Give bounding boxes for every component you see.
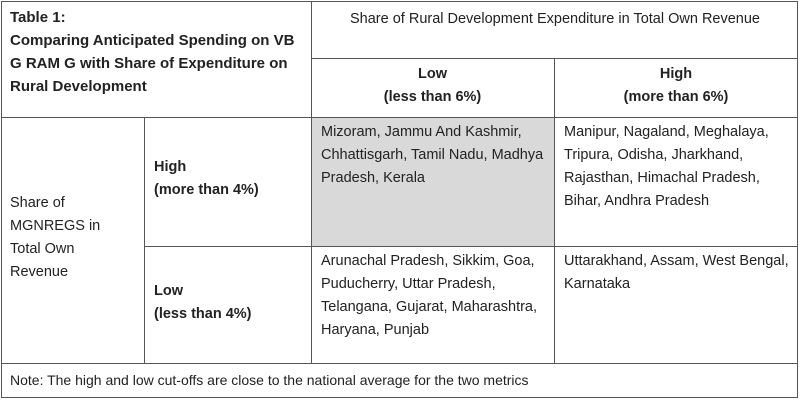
divider [554,58,555,363]
cell-low-low: Arunachal Pradesh, Sikkim, Goa, Puducher… [321,253,538,338]
column-header-high: High (more than 6%) [554,63,798,109]
row-group-header: Share of MGNREGS in Total Own Revenue [10,195,101,280]
table-note: Note: The high and low cut-offs are clos… [10,372,529,388]
row-label: High [154,159,187,175]
border-bottom [1,397,798,398]
caption-label: Table 1: [10,9,66,26]
border-left [1,1,2,398]
divider [144,117,145,363]
divider [311,58,798,59]
column-header-low: Low (less than 6%) [311,63,554,109]
row-header-high: High (more than 4%) [154,156,304,202]
border-right [797,1,798,398]
divider [144,246,798,247]
row-sub: (less than 4%) [154,306,252,322]
border-top [1,1,798,2]
caption-title: Comparing Anticipated Spending on VB G R… [10,32,295,95]
column-sub: (more than 6%) [623,89,729,105]
cell-low-high: Uttarakhand, Assam, West Bengal, Karnata… [564,253,789,292]
table-caption: Table 1: Comparing Anticipated Spending … [10,6,305,98]
row-sub: (more than 4%) [154,182,259,198]
highlighted-cell-bg [311,117,554,246]
divider [1,363,798,364]
divider [1,117,798,118]
column-label: Low [418,66,447,82]
column-group-header: Share of Rural Development Expenditure i… [350,11,760,27]
divider [311,1,312,363]
cell-high-low: Mizoram, Jammu And Kashmir, Chhattisgarh… [321,124,544,186]
cell-high-high: Manipur, Nagaland, Meghalaya, Tripura, O… [564,124,769,209]
row-header-low: Low (less than 4%) [154,280,304,326]
row-label: Low [154,283,183,299]
column-label: High [659,66,693,82]
column-sub: (less than 6%) [383,89,482,105]
